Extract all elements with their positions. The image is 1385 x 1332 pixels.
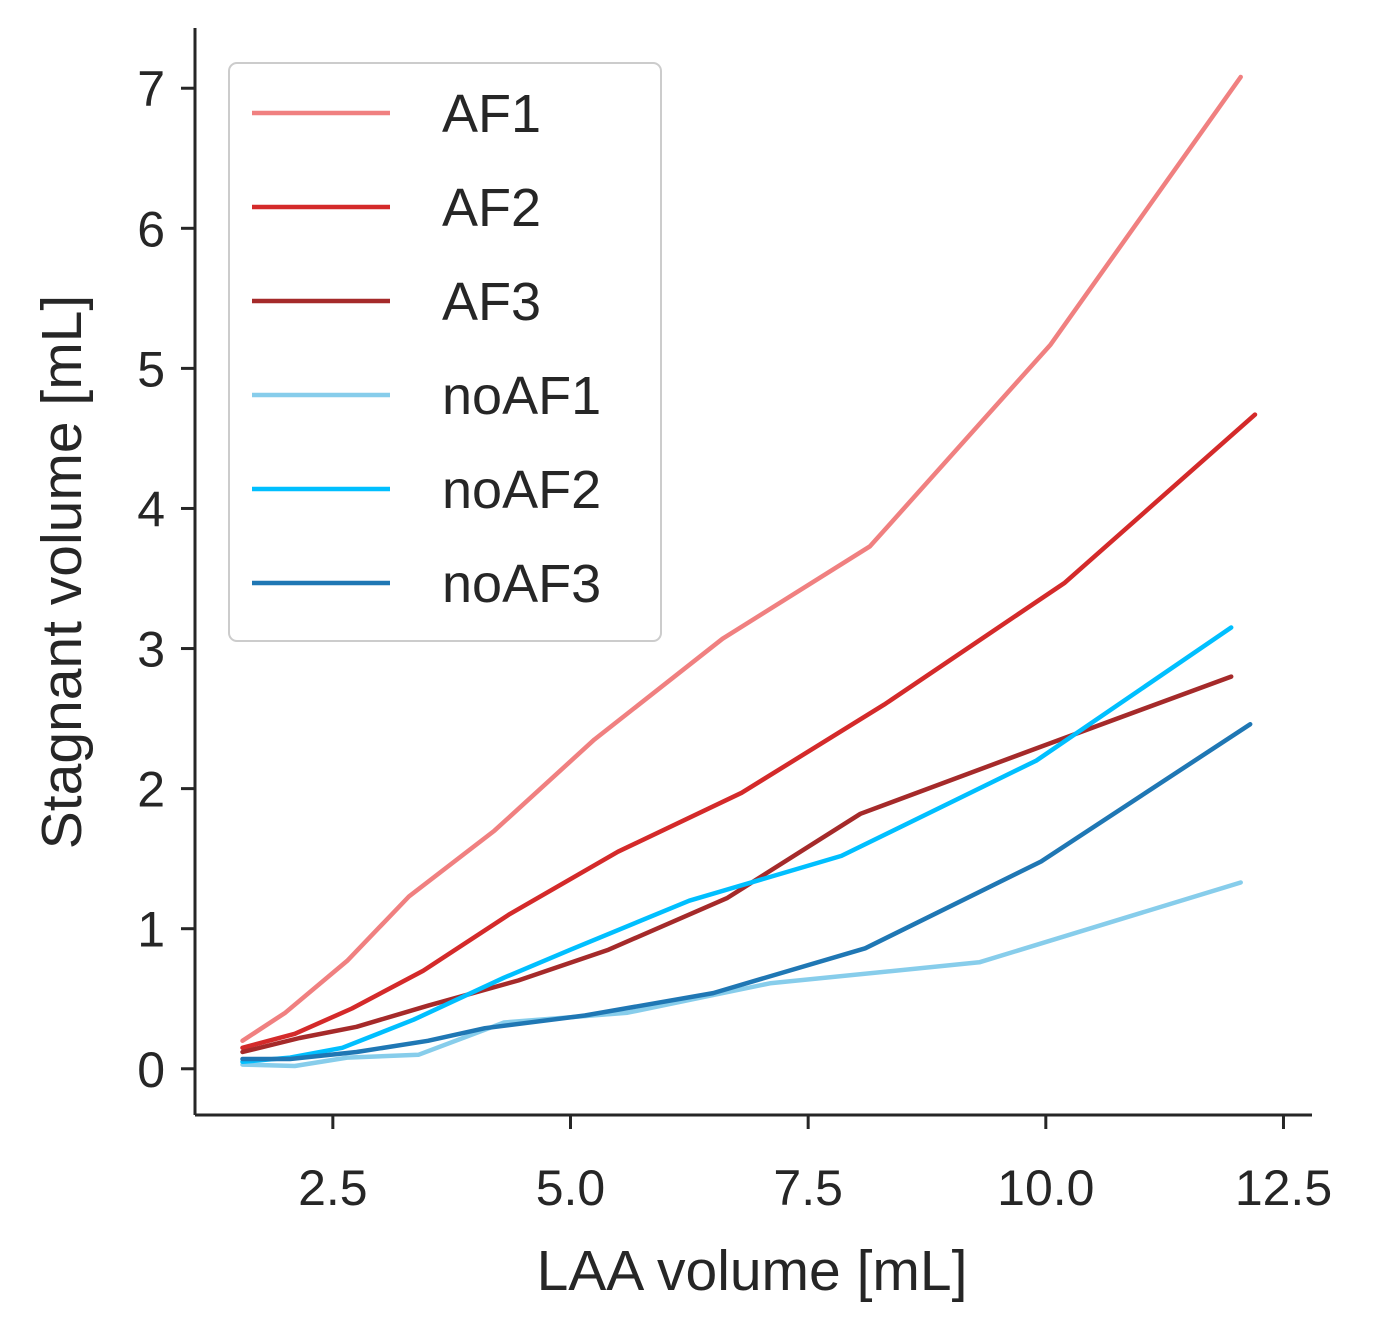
- series-line-noaf3: [240, 721, 1253, 1062]
- y-axis-ticks: 0 1 2 3 4 5 6 7: [137, 61, 195, 1098]
- y-tick-label: 1: [137, 902, 165, 958]
- series-line-af2: [240, 412, 1258, 1051]
- series-lines: [240, 74, 1258, 1069]
- x-axis-ticks: 2.5 5.0 7.5 10.0 12.5: [298, 1115, 1332, 1216]
- series-line-af3: [240, 674, 1234, 1055]
- x-tick-label: 12.5: [1235, 1160, 1332, 1216]
- legend-label-noaf3: noAF3: [442, 554, 601, 614]
- legend-label-af3: AF3: [442, 272, 541, 332]
- y-tick-label: 2: [137, 762, 165, 818]
- legend: AF1 AF2 AF3 noAF1 noAF2 noAF3: [228, 62, 662, 642]
- x-tick-label: 10.0: [997, 1160, 1094, 1216]
- series-line-noaf1: [240, 880, 1243, 1069]
- legend-label-af1: AF1: [442, 84, 541, 144]
- y-tick-label: 6: [137, 201, 165, 257]
- x-tick-label: 7.5: [773, 1160, 843, 1216]
- y-tick-label: 4: [137, 481, 165, 537]
- legend-label-noaf2: noAF2: [442, 460, 601, 520]
- y-axis-label: Stagnant volume [mL]: [30, 295, 94, 849]
- legend-label-af2: AF2: [442, 178, 541, 238]
- y-tick-label: 0: [137, 1042, 165, 1098]
- x-tick-label: 2.5: [298, 1160, 368, 1216]
- series-line-af1: [240, 74, 1243, 1044]
- legend-label-noaf1: noAF1: [442, 366, 601, 426]
- series-line-noaf2: [240, 625, 1234, 1065]
- x-axis-label: LAA volume [mL]: [537, 1239, 968, 1303]
- x-tick-label: 5.0: [536, 1160, 606, 1216]
- y-tick-label: 7: [137, 61, 165, 117]
- y-tick-label: 3: [137, 622, 165, 678]
- y-tick-label: 5: [137, 341, 165, 397]
